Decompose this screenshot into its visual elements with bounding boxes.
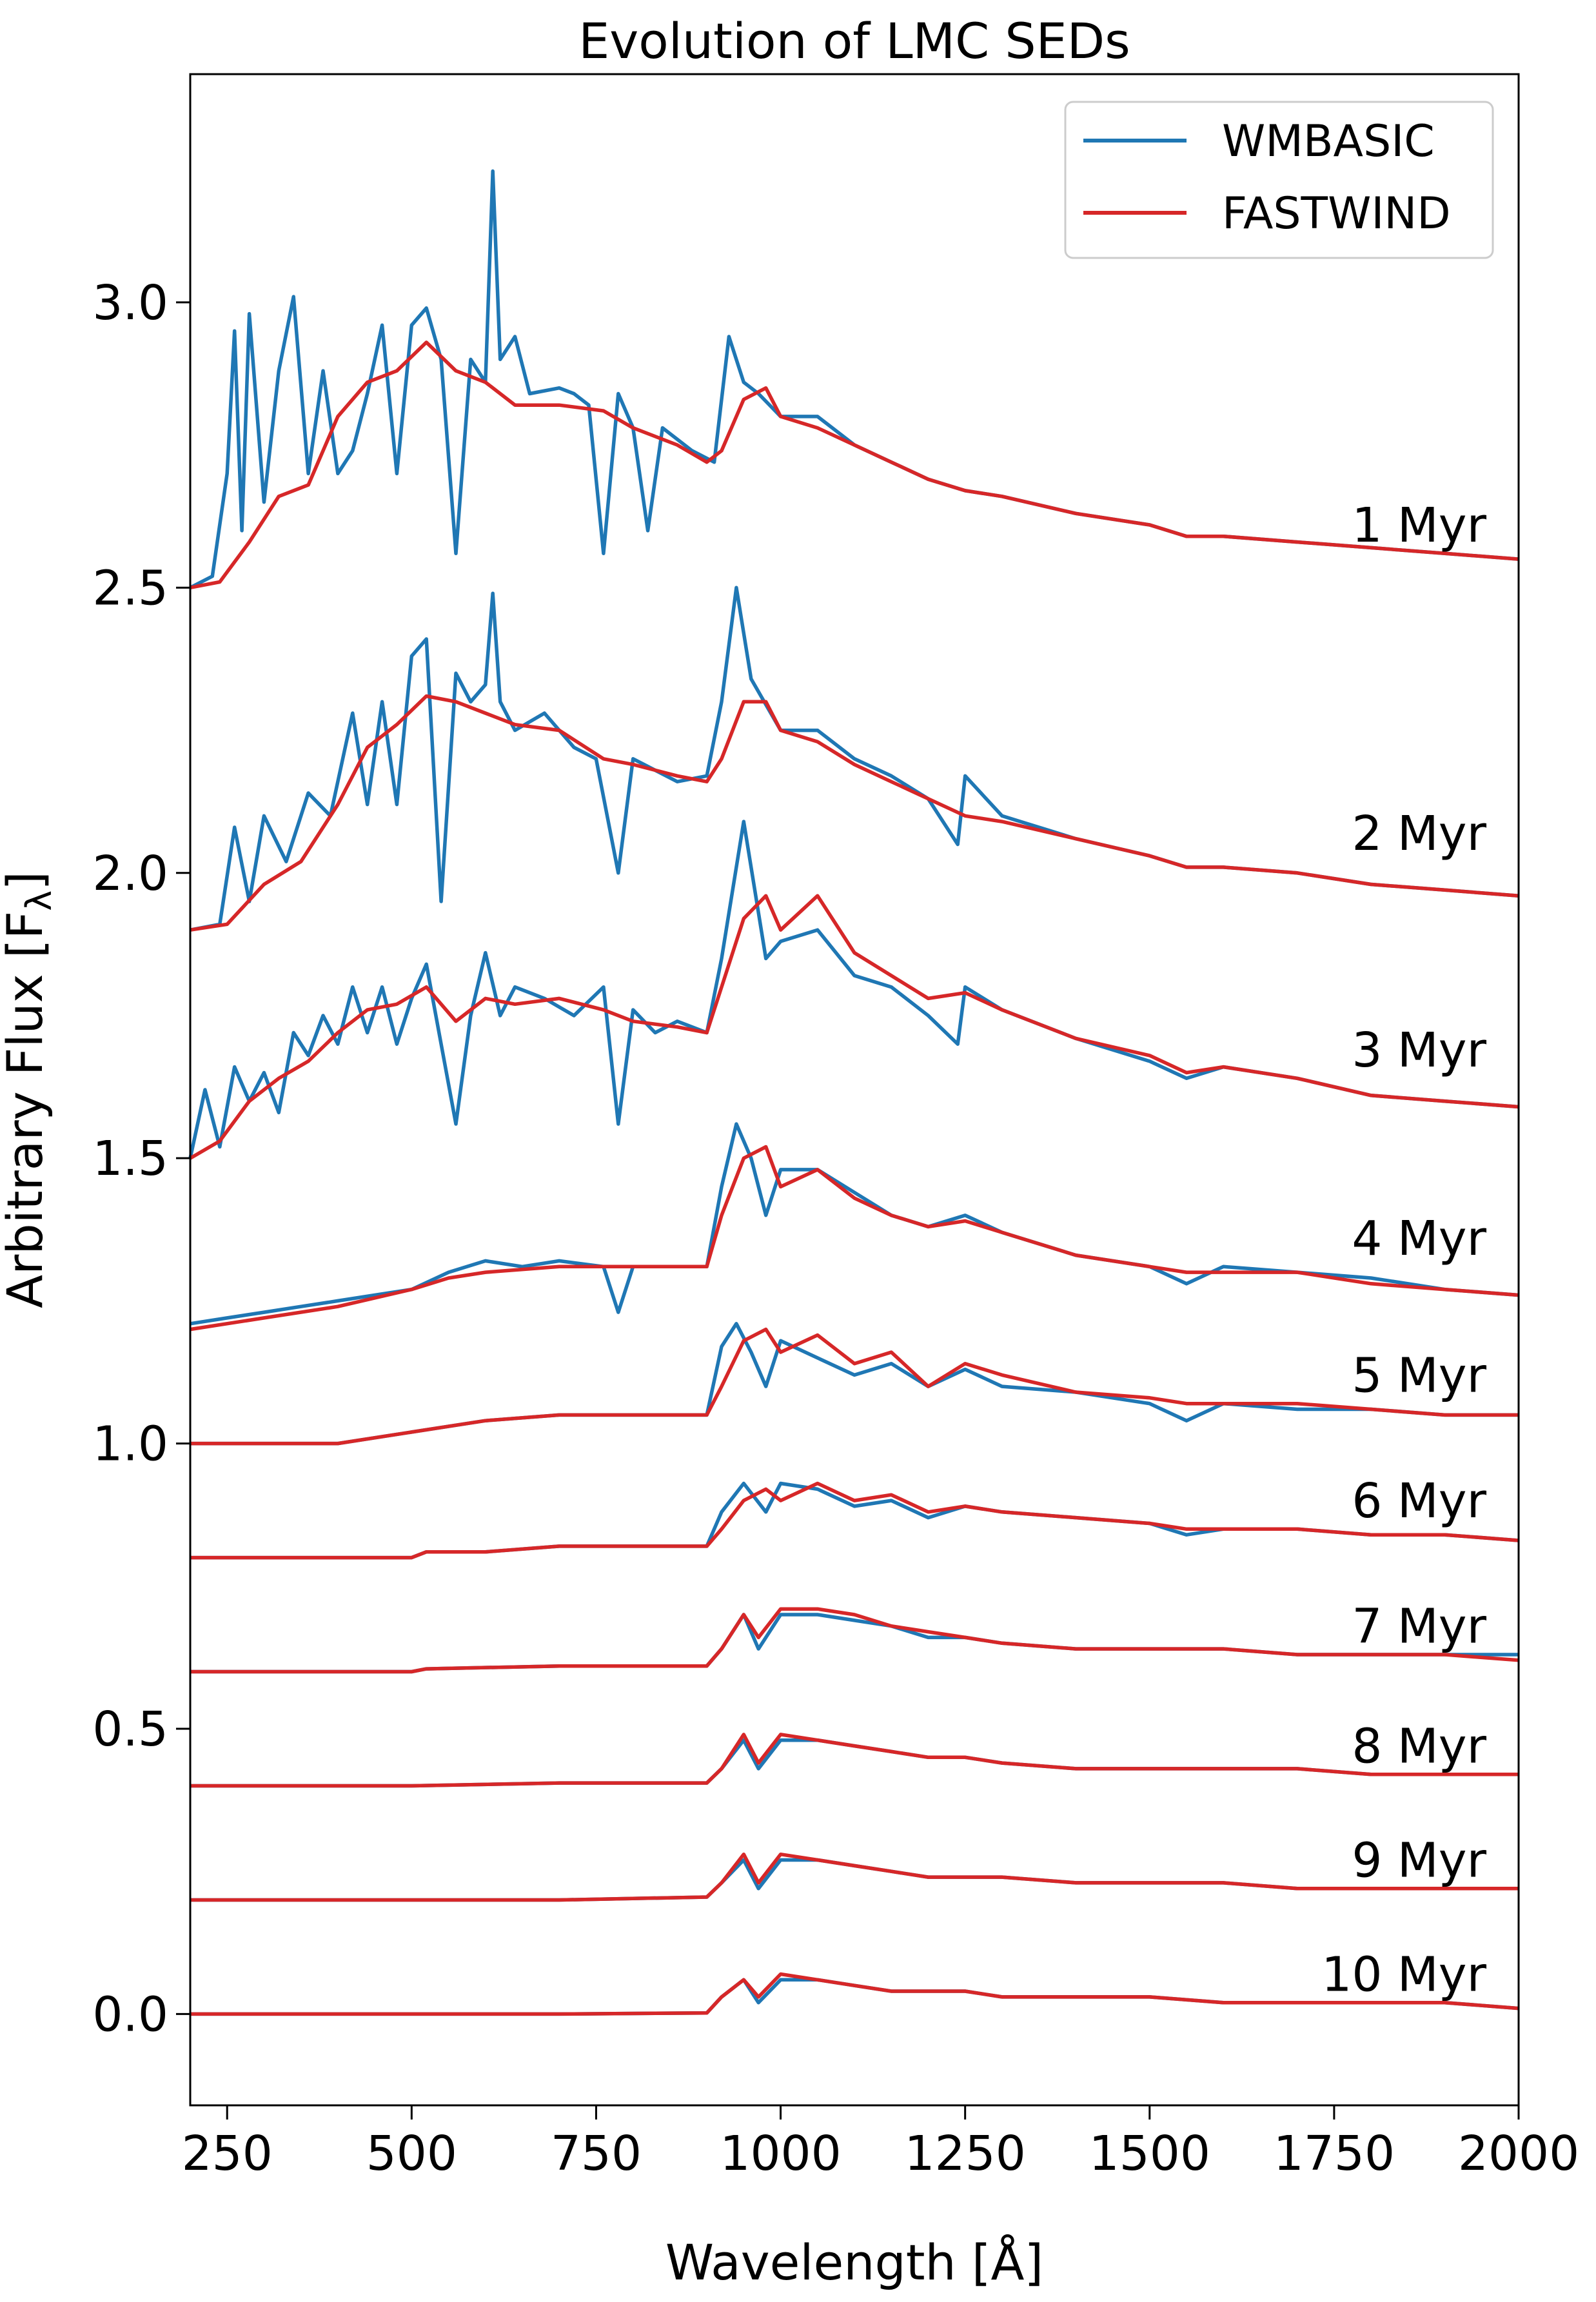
fastwind-line-7-myr xyxy=(190,1607,1519,1674)
age-label-3-myr: 3 Myr xyxy=(1352,1023,1486,1078)
curves-layer xyxy=(188,169,1519,2016)
x-tick-label: 1500 xyxy=(1089,2126,1210,2181)
age-label-6-myr: 6 Myr xyxy=(1352,1473,1486,1529)
y-axis: 0.0 0.5 1.0 1.5 2.0 2.5 3.0 xyxy=(92,275,190,2042)
y-tick-label: 0.5 xyxy=(92,1702,168,1757)
x-tick-label: 1250 xyxy=(905,2126,1026,2181)
age-label-1-myr: 1 Myr xyxy=(1352,498,1486,553)
x-tick-label: 1000 xyxy=(720,2126,841,2181)
x-tick-label: 750 xyxy=(551,2126,642,2181)
y-axis-label: Arbitrary Flux [Fλ] xyxy=(0,871,59,1308)
x-tick-label: 500 xyxy=(366,2126,457,2181)
y-tick-label: 2.5 xyxy=(92,560,168,616)
age-label-4-myr: 4 Myr xyxy=(1352,1211,1486,1266)
y-tick-label: 1.5 xyxy=(92,1131,168,1186)
plot-area: 1 Myr 2 Myr 3 Myr 4 Myr 5 Myr 6 Myr 7 Myr 8 Myr… xyxy=(188,73,1520,2107)
x-axis: 250 500 750 1000 1250 1500 1750 2000 xyxy=(182,2105,1579,2181)
chart-title: Evolution of LMC SEDs xyxy=(578,12,1130,70)
fastwind-line-6-myr xyxy=(190,1481,1519,1560)
fastwind-line-3-myr xyxy=(189,894,1519,1160)
age-label-5-myr: 5 Myr xyxy=(1352,1348,1486,1403)
y-tick-label: 0.0 xyxy=(92,1987,168,2042)
x-tick-label: 2000 xyxy=(1458,2126,1579,2181)
y-tick-label: 1.0 xyxy=(92,1417,168,1472)
wmbasic-line-2-myr xyxy=(190,585,1519,932)
y-tick-label: 2.0 xyxy=(92,846,168,901)
plot-frame xyxy=(189,73,1520,2107)
x-axis-label: Wavelength [Å] xyxy=(665,2234,1043,2291)
age-labels-layer: 1 Myr 2 Myr 3 Myr 4 Myr 5 Myr 6 Myr 7 Myr 8 Myr… xyxy=(1321,498,1486,2002)
age-label-7-myr: 7 Myr xyxy=(1352,1599,1486,1655)
age-label-2-myr: 2 Myr xyxy=(1352,806,1486,861)
fastwind-line-1-myr xyxy=(190,340,1519,590)
age-label-10-myr: 10 Myr xyxy=(1321,1947,1486,2002)
x-tick-label: 1750 xyxy=(1274,2126,1395,2181)
age-label-9-myr: 9 Myr xyxy=(1352,1833,1486,1889)
fastwind-line-8-myr xyxy=(190,1733,1519,1788)
fastwind-line-5-myr xyxy=(190,1327,1519,1446)
legend: WMBASIC FASTWIND xyxy=(1064,101,1494,259)
fastwind-line-4-myr xyxy=(190,1145,1519,1332)
y-tick-label: 3.0 xyxy=(92,275,168,331)
age-label-8-myr: 8 Myr xyxy=(1352,1719,1486,1775)
fastwind-line-10-myr xyxy=(190,1972,1519,2016)
fastwind-line-2-myr xyxy=(190,694,1519,932)
legend-label-fastwind: FASTWIND xyxy=(1222,188,1451,239)
fastwind-line-9-myr xyxy=(190,1852,1519,1902)
legend-label-wmbasic: WMBASIC xyxy=(1222,116,1435,167)
x-tick-label: 250 xyxy=(182,2126,273,2181)
